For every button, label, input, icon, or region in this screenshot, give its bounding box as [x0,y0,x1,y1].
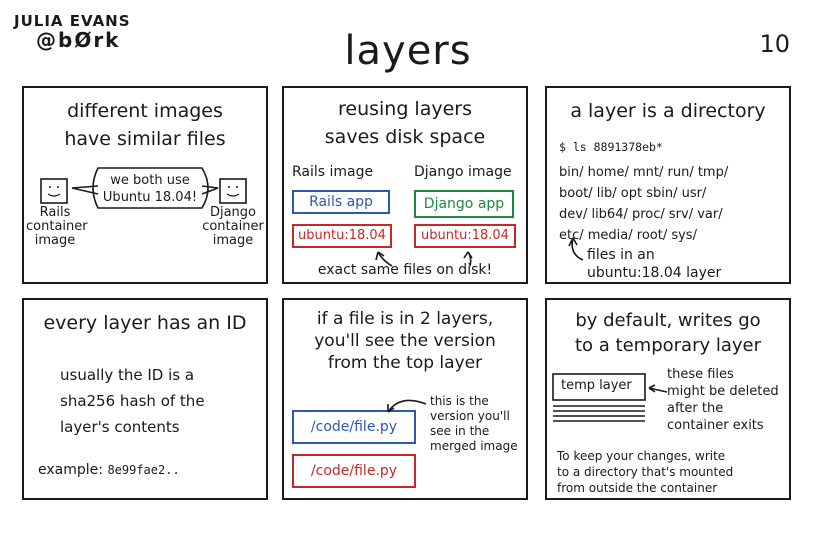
panel-top-layer: if a file is in 2 layers, you'll see the… [282,298,528,500]
directory-listing: bin/ home/ mnt/ run/ tmp/ boot/ lib/ opt… [559,162,728,246]
django-container-label: Django container image [202,206,264,248]
ubuntu-layer-left: ubuntu:18.04 [292,224,392,248]
label-line: Rails [39,205,71,220]
top-layer-file: /code/file.py [292,410,416,444]
version-note: this is the version you'll see in the me… [430,394,518,454]
bottom-layer-file: /code/file.py [292,454,416,488]
rails-app-layer: Rails app [292,190,390,214]
id-explanation: usually the ID is a sha256 hash of the l… [60,362,205,440]
note-line: these files [667,367,734,382]
keep-changes-note: To keep your changes, write to a directo… [557,448,733,496]
author-signature: JULIA EVANS @bØrk [14,12,131,50]
label-line: image [212,233,254,248]
page-number: 10 [759,30,790,58]
note-line: files in an [587,247,655,263]
title-line: by default, writes go [575,310,761,331]
body-line: sha256 hash of the [60,392,205,410]
panel-layer-directory: a layer is a directory $ ls 8891378eb* b… [545,86,791,284]
temp-layer-label: temp layer [561,378,632,393]
note-line: see in the [430,424,490,438]
ls-command: $ ls 8891378eb* [559,140,663,154]
note-line: after the [667,401,724,416]
django-app-layer: Django app [414,190,514,218]
panel-title: if a file is in 2 layers, you'll see the… [284,308,526,374]
panel-reusing-layers: reusing layers saves disk space Rails im… [282,86,528,284]
footer-line: to a directory that's mounted [557,465,734,479]
label-line: container [26,219,88,234]
panel2-caption: exact same files on disk! [317,262,493,278]
panel-layer-id: every layer has an ID usually the ID is … [22,298,268,500]
id-example: example: 8e99fae2.. [38,462,180,478]
bubble-line: we both use [110,173,190,188]
rails-container-label: Rails container image [26,205,88,248]
listing-line: bin/ home/ mnt/ run/ tmp/ [559,165,729,180]
bubble-line: Ubuntu 18.04! [102,190,198,205]
speech-bubble-text: we both use Ubuntu 18.04! [94,172,206,206]
arrow-to-temp-layer [648,384,668,393]
layer-note: files in an ubuntu:18.04 layer [587,246,721,282]
rails-image-heading: Rails image [292,164,374,180]
title-line: you'll see the version [314,331,496,351]
panel-title-line: have similar files [64,128,226,150]
panel-title: a layer is a directory [570,100,766,122]
body-line: usually the ID is a [60,366,195,384]
author-name: JULIA EVANS [14,12,131,30]
ubuntu-layer-right: ubuntu:18.04 [414,224,516,248]
panel-temporary-layer: by default, writes go to a temporary lay… [545,298,791,500]
note-line: this is the [430,394,489,408]
panel-title-line: saves disk space [324,126,486,148]
deletion-note: these files might be deleted after the c… [667,366,779,434]
note-line: merged image [430,439,518,453]
title-line: from the top layer [327,353,483,373]
django-image-heading: Django image [414,164,512,180]
footer-line: To keep your changes, write [557,449,726,463]
title-line: if a file is in 2 layers, [316,309,494,329]
django-container-icon [219,178,247,204]
label-line: container [202,219,264,234]
label-line: image [34,233,76,248]
example-value: 8e99fae2.. [107,463,180,477]
footer-line: from outside the container [557,481,718,495]
panel-different-images: different images have similar files we b… [22,86,268,284]
note-line: container exits [667,418,764,433]
label-line: Django [209,205,257,220]
author-handle: @bØrk [36,28,121,52]
example-label: example: [38,462,103,478]
note-line: version you'll [430,409,510,423]
listing-line: dev/ lib64/ proc/ srv/ var/ [559,207,723,222]
note-line: might be deleted [667,384,779,399]
page-title: layers [344,28,472,74]
panel-title: every layer has an ID [43,312,247,334]
rails-container-icon [40,178,68,204]
title-line: to a temporary layer [574,335,761,356]
panel-title-line: reusing layers [337,98,472,120]
note-line: ubuntu:18.04 layer [587,265,722,281]
panel-title: by default, writes go to a temporary lay… [547,308,789,358]
panel-title-line: different images [67,100,223,122]
listing-line: etc/ media/ root/ sys/ [559,228,697,243]
listing-line: boot/ lib/ opt sbin/ usr/ [559,186,707,201]
body-line: layer's contents [60,418,180,436]
